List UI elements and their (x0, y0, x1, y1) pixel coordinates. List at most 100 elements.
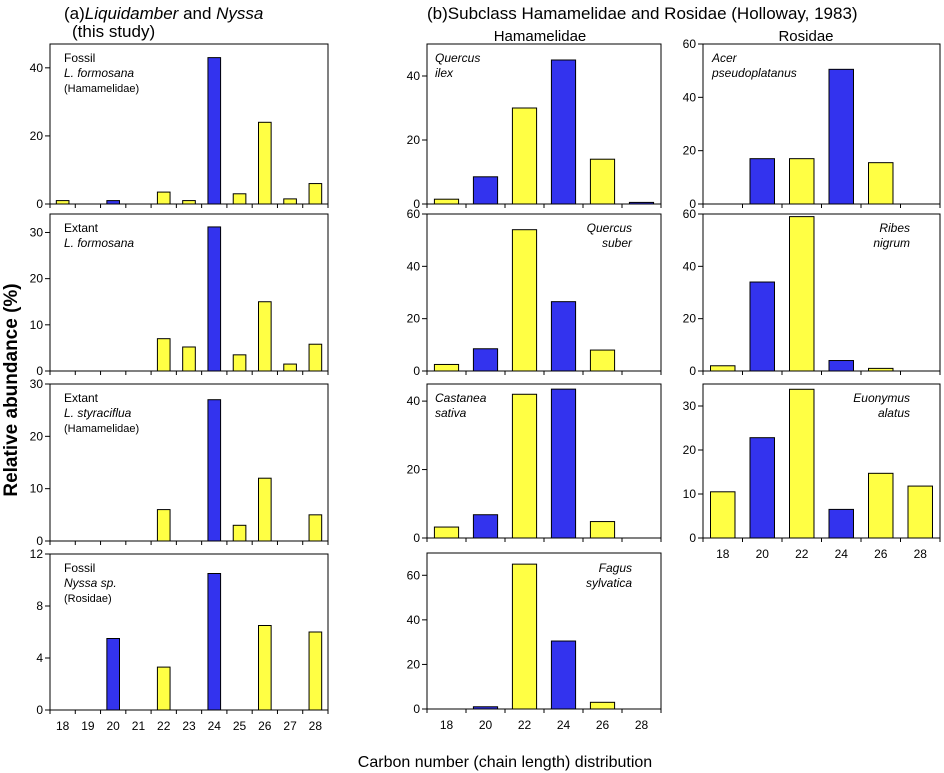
ytick-label-a1-20: 20 (30, 129, 44, 143)
bar-r3-c20 (749, 437, 775, 539)
bar-a3-c28 (308, 514, 323, 542)
label-a4-line1: Nyssa sp. (64, 576, 117, 590)
ytick-label-a1-0: 0 (36, 197, 43, 211)
ytick-label-h2-0: 0 (413, 364, 420, 378)
bar-a3-c25 (232, 524, 247, 542)
ytick-label-h3-20: 20 (407, 463, 421, 477)
xtick-label-h4-28: 28 (635, 718, 649, 732)
bar-r1-c20 (749, 158, 775, 205)
x-axis-label: Carbon number (chain length) distributio… (358, 754, 652, 771)
xtick-label-a4-24: 24 (208, 719, 222, 733)
frame-h1 (426, 43, 662, 205)
y-axis-label: Relative abundance (%) (1, 283, 22, 496)
ytick-label-a2-20: 20 (30, 272, 44, 286)
xtick-label-r3-18: 18 (716, 547, 730, 561)
xtick-label-a4-23: 23 (182, 719, 196, 733)
xtick-label-a4-18: 18 (56, 719, 70, 733)
xtick-label-a4-27: 27 (283, 719, 297, 733)
xtick-label-a4-28: 28 (309, 719, 323, 733)
ytick-label-h1-20: 20 (407, 133, 421, 147)
bar-r1-c24 (828, 68, 854, 205)
label-r1-line1: pseudoplatanus (711, 66, 797, 80)
bar-r1-c26 (868, 162, 894, 205)
bar-a2-c25 (232, 354, 247, 372)
bar-a1-c25 (232, 193, 247, 205)
ytick-label-r1-60: 60 (683, 37, 697, 51)
label-h4-line1: sylvatica (586, 576, 632, 590)
label-r1-line0: Acer (711, 51, 738, 65)
ytick-label-r2-0: 0 (689, 364, 696, 378)
ytick-label-a1-40: 40 (30, 61, 44, 75)
label-r2-line1: nigrum (873, 236, 910, 250)
label-r2-line0: Ribes (879, 221, 910, 235)
column-title-rosidae: Rosidae (778, 28, 833, 45)
bar-h1-c22 (511, 107, 538, 205)
bar-h2-c20 (472, 348, 499, 372)
bar-h3-c20 (472, 514, 499, 539)
bar-r2-c20 (749, 281, 775, 372)
panel-a-subtitle: (this study) (72, 22, 155, 41)
ytick-label-r1-20: 20 (683, 144, 697, 158)
xtick-label-a4-25: 25 (233, 719, 247, 733)
bar-a1-c23 (182, 200, 196, 205)
label-h3-line1: sativa (435, 406, 467, 420)
ytick-label-h4-20: 20 (407, 657, 421, 671)
ytick-label-a4-8: 8 (36, 599, 43, 613)
ytick-label-a4-4: 4 (36, 651, 43, 665)
ytick-label-r2-20: 20 (683, 312, 697, 326)
bar-a2-c28 (308, 343, 323, 372)
bar-a4-c28 (308, 631, 323, 711)
bar-a1-c18 (55, 200, 70, 205)
xtick-label-a4-19: 19 (81, 719, 95, 733)
ytick-label-a3-30: 30 (30, 377, 44, 391)
label-h3-line0: Castanea (435, 391, 487, 405)
xtick-label-h4-20: 20 (479, 718, 493, 732)
bar-a2-c23 (182, 346, 196, 372)
xtick-label-r3-28: 28 (914, 547, 928, 561)
bar-r2-c22 (789, 216, 815, 372)
ytick-label-a4-0: 0 (36, 703, 43, 717)
label-a3-line1: L. styraciflua (64, 406, 132, 420)
bar-r3-c28 (907, 485, 933, 539)
bar-r3-c18 (710, 491, 736, 539)
panel-b-title: (b)Subclass Hamamelidae and Rosidae (Hol… (427, 4, 858, 23)
bar-a1-c20 (106, 200, 121, 205)
bar-a4-c26 (258, 625, 272, 711)
label-h2-line1: suber (602, 236, 633, 250)
ytick-label-a4-12: 12 (30, 547, 44, 561)
ytick-label-h1-0: 0 (413, 197, 420, 211)
label-a2-line0: Extant (64, 221, 99, 235)
frame-a3 (49, 383, 329, 542)
bar-a1-c27 (283, 198, 297, 205)
label-r3-line0: Euonymus (853, 391, 910, 405)
xtick-label-a4-20: 20 (107, 719, 121, 733)
column-title-hamamelidae: Hamamelidae (494, 28, 587, 45)
ytick-label-h2-40: 40 (407, 259, 421, 273)
ytick-label-h2-60: 60 (407, 207, 421, 221)
bar-a1-c24 (207, 57, 222, 205)
bar-h4-c24 (550, 640, 577, 710)
xtick-label-a4-21: 21 (132, 719, 146, 733)
bar-h1-c26 (589, 158, 616, 205)
ytick-label-r1-0: 0 (689, 197, 696, 211)
xtick-label-r3-24: 24 (835, 547, 849, 561)
bar-h4-c26 (589, 701, 616, 710)
ytick-label-a3-10: 10 (30, 482, 44, 496)
bar-a2-c26 (258, 301, 272, 372)
bar-a2-c24 (207, 226, 222, 372)
label-h4-line0: Fagus (599, 561, 632, 575)
ytick-label-a2-30: 30 (30, 225, 44, 239)
bar-a2-c22 (156, 338, 171, 372)
bar-a1-c26 (258, 121, 272, 205)
ytick-label-h3-0: 0 (413, 531, 420, 545)
ytick-label-h3-40: 40 (407, 394, 421, 408)
bar-a2-c27 (283, 363, 297, 372)
bar-a1-c28 (308, 183, 323, 205)
ytick-label-h4-60: 60 (407, 568, 421, 582)
panel-a-title: (a)Liquidamber and Nyssa (64, 4, 263, 23)
